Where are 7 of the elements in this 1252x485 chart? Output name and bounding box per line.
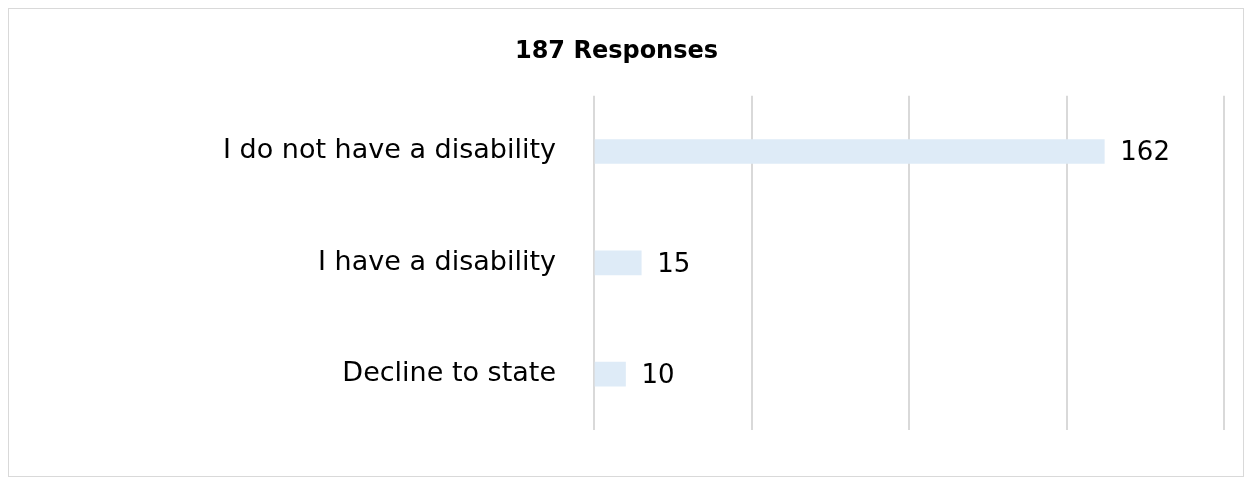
chart-title: 187 Responses <box>514 35 719 64</box>
y-tick-label: I have a disability <box>318 244 557 276</box>
y-tick-label: Decline to state <box>342 356 556 388</box>
data-label: 10 <box>641 358 675 389</box>
data-label: 162 <box>1120 136 1170 167</box>
y-tick-label: I do not have a disability <box>222 133 557 165</box>
data-label: 15 <box>657 247 691 278</box>
